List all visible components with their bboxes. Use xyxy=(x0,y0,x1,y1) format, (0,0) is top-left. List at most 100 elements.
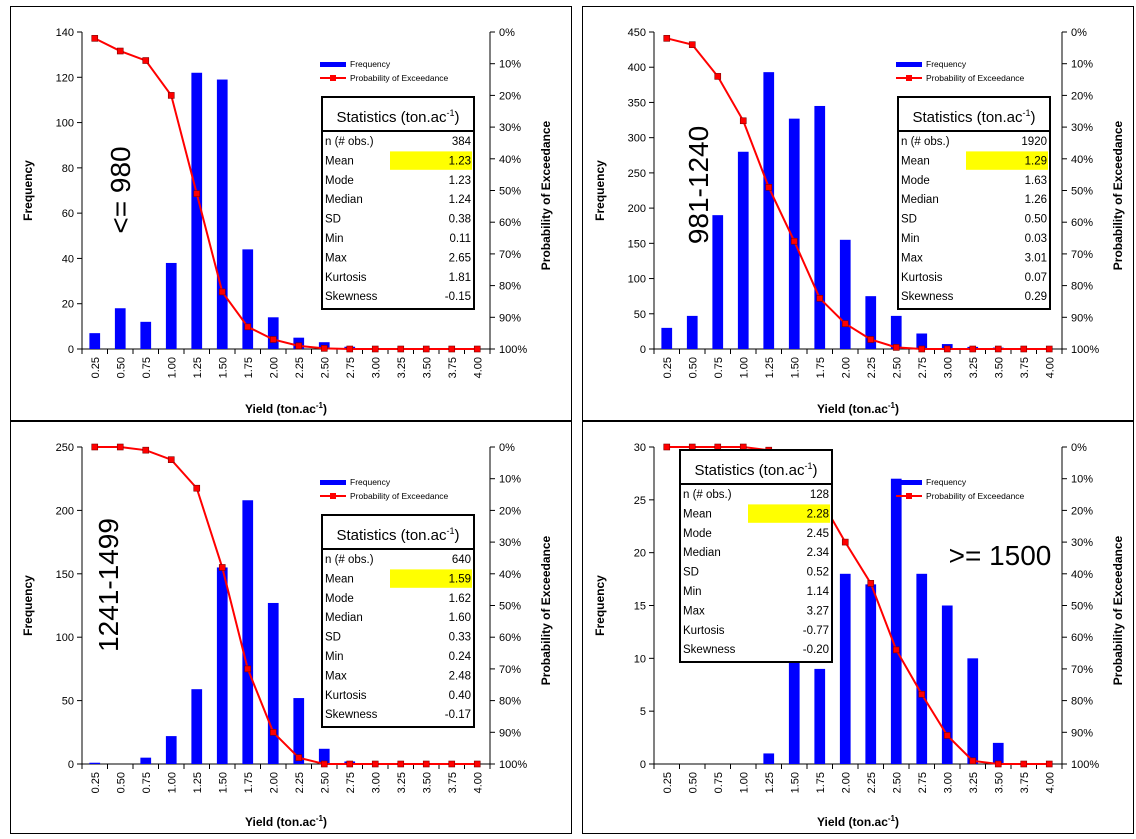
x-tick-label: 2.75 xyxy=(345,772,357,793)
x-tick-label: 2.25 xyxy=(294,357,306,378)
stats-row-value: 2.28 xyxy=(807,508,829,520)
exceedance-point xyxy=(969,757,977,765)
stats-row-label: SD xyxy=(325,632,341,644)
x-axis-title: Yield (ton.ac-1) xyxy=(817,814,899,829)
y-axis-title: Frequency xyxy=(21,575,35,636)
exceedance-point xyxy=(448,760,456,768)
exceedance-point xyxy=(91,443,99,451)
chart-panel-3: 0 50 100 150 200 250 0% 10% 20% 30% 40% 50% 60% 70% 80… xyxy=(10,421,572,834)
stats-border xyxy=(679,449,833,663)
y-tick-label: 0 xyxy=(640,344,646,356)
stats-row-label: Min xyxy=(901,233,920,245)
x-tick-label: 3.00 xyxy=(370,357,382,378)
exceedance-point xyxy=(193,190,201,197)
exceedance-line xyxy=(94,37,478,350)
legend-label-exceedance: Probability of Exceedance xyxy=(350,491,449,501)
y2-tick-label: 50% xyxy=(1071,186,1093,198)
x-tick-label: 1.25 xyxy=(192,357,204,378)
legend-label-exceedance: Probability of Exceedance xyxy=(350,73,449,83)
y2-tick-label: 100% xyxy=(499,344,527,356)
x-tick-label: 0.50 xyxy=(687,772,699,793)
exceedance-point xyxy=(295,342,303,350)
bar xyxy=(89,762,101,764)
stats-row-label: Median xyxy=(325,194,363,206)
y2-axis-title: Probability of Exceedance xyxy=(1111,535,1125,685)
stats-title: Statistics (ton.ac-1) xyxy=(694,461,817,479)
exceedance-point xyxy=(244,665,252,673)
stats-row-label: Mode xyxy=(325,175,354,187)
stats-row-label: n (# obs.) xyxy=(325,136,374,148)
legend-swatch-frequency xyxy=(320,480,346,485)
exceedance-point xyxy=(841,538,849,546)
y2-tick-label: 10% xyxy=(1071,59,1093,71)
y-tick-label: 5 xyxy=(640,706,646,718)
bar xyxy=(686,315,698,349)
exceedance-point xyxy=(688,41,696,48)
stats-row-value: -0.17 xyxy=(445,709,471,721)
exceedance-point xyxy=(269,728,277,736)
bar xyxy=(814,668,826,764)
bar xyxy=(839,573,851,764)
y2-tick-label: 70% xyxy=(499,664,521,676)
bar xyxy=(992,742,1004,764)
y2-tick-label: 60% xyxy=(499,632,521,644)
stats-row-value: -0.77 xyxy=(803,625,829,637)
x-tick-label: 1.00 xyxy=(166,772,178,793)
exceedance-point xyxy=(816,294,824,302)
bar xyxy=(318,748,330,764)
stats-row-value: 0.29 xyxy=(1025,291,1047,303)
stats-row-value: -0.20 xyxy=(803,644,829,656)
stats-row-value: 1.29 xyxy=(1025,155,1047,167)
exceedance-point xyxy=(918,690,926,698)
stats-border xyxy=(897,96,1051,310)
y2-tick-label: 50% xyxy=(499,601,521,613)
exceedance-line xyxy=(666,37,1050,350)
x-tick-label: 0.75 xyxy=(713,357,725,378)
stats-row-label: SD xyxy=(325,214,341,226)
exceedance-point xyxy=(994,345,1002,353)
bar xyxy=(916,333,928,349)
y2-tick-label: 0% xyxy=(1071,27,1087,39)
stats-title: Statistics (ton.ac-1) xyxy=(912,108,1035,126)
exceedance-point xyxy=(473,760,481,768)
stats-row-value: 1.62 xyxy=(449,593,471,605)
bar xyxy=(890,315,902,349)
exceedance-point xyxy=(1020,760,1028,768)
stats-row-value: 1.23 xyxy=(449,175,471,187)
y-tick-label: 0 xyxy=(640,759,646,771)
y2-tick-label: 20% xyxy=(1071,505,1093,517)
exceedance-point xyxy=(663,443,671,451)
stats-row-label: Min xyxy=(325,651,344,663)
legend-label-exceedance: Probability of Exceedance xyxy=(926,491,1025,501)
exceedance-point xyxy=(295,754,303,761)
exceedance-point xyxy=(663,35,671,42)
x-tick-label: 3.00 xyxy=(370,772,382,793)
exceedance-point xyxy=(346,760,354,768)
y-tick-label: 400 xyxy=(628,62,646,74)
stats-border xyxy=(321,96,475,310)
x-tick-label: 1.50 xyxy=(789,772,801,793)
stats-row-label: Mean xyxy=(325,155,354,167)
y-tick-label: 80 xyxy=(62,163,74,175)
x-tick-label: 0.25 xyxy=(662,772,674,793)
stats-row-value: 0.50 xyxy=(1025,214,1047,226)
y-tick-label: 450 xyxy=(628,27,646,39)
bar xyxy=(916,573,928,764)
bar xyxy=(293,698,305,764)
x-tick-label: 3.25 xyxy=(396,357,408,378)
stats-row-label: Median xyxy=(901,194,939,206)
stats-row-label: Max xyxy=(325,670,347,682)
x-axis-title: Yield (ton.ac-1) xyxy=(245,401,327,416)
exceedance-point xyxy=(422,760,430,768)
stats-row-label: SD xyxy=(901,214,917,226)
exceedance-point xyxy=(892,344,900,351)
x-tick-label: 2.75 xyxy=(345,357,357,378)
y-tick-label: 150 xyxy=(628,238,646,250)
stats-row-label: Median xyxy=(325,612,363,624)
x-tick-label: 0.25 xyxy=(90,357,102,378)
y2-tick-label: 70% xyxy=(1071,249,1093,261)
y2-tick-label: 30% xyxy=(1071,122,1093,134)
legend-label-frequency: Frequency xyxy=(926,59,967,69)
bar xyxy=(191,689,203,764)
